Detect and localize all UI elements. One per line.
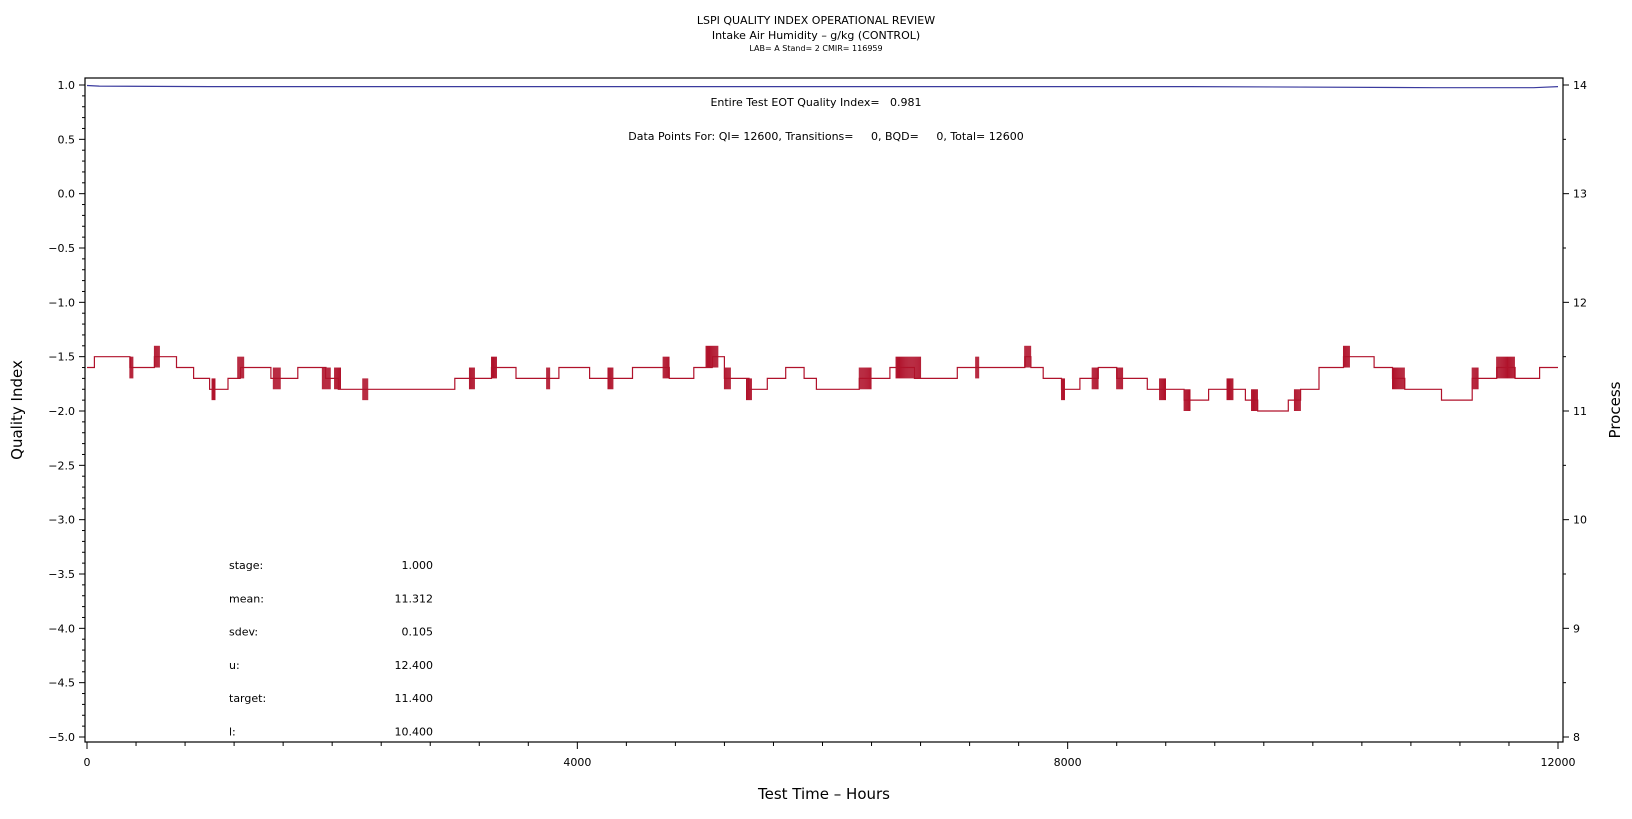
- right-axis: 8 9 10 11 12 13 14: [1563, 79, 1587, 744]
- stat-label: stage:: [229, 559, 263, 572]
- data-points-annotation: Data Points For: QI= 12600, Transitions=…: [628, 130, 1023, 143]
- y-right-tick-label: 8: [1573, 731, 1580, 744]
- chart-subsubtitle: LAB= A Stand= 2 CMIR= 116959: [749, 44, 882, 53]
- plot-area: [84, 77, 1564, 743]
- stat-label: mean:: [229, 592, 264, 605]
- y-left-tick-label: −0.5: [48, 242, 75, 255]
- y-left-tick-label: −2.5: [48, 459, 75, 472]
- y-right-tick-label: 9: [1573, 622, 1580, 635]
- y-left-tick-label: −5.0: [48, 731, 75, 744]
- stat-label: u:: [229, 659, 240, 672]
- x-tick-label: 8000: [1054, 756, 1082, 769]
- y-left-tick-label: 0.5: [58, 133, 76, 146]
- y-right-tick-label: 10: [1573, 514, 1587, 527]
- y-right-tick-label: 13: [1573, 188, 1587, 201]
- chart-title: LSPI QUALITY INDEX OPERATIONAL REVIEW: [697, 14, 935, 27]
- y-right-tick-label: 12: [1573, 296, 1587, 309]
- y-left-tick-label: 1.0: [58, 79, 76, 92]
- stat-value: 0.105: [402, 626, 434, 639]
- stat-value: 11.312: [395, 592, 434, 605]
- x-tick-label: 12000: [1541, 756, 1576, 769]
- y-right-tick-label: 11: [1573, 405, 1587, 418]
- y-axis-right-label: Process: [1606, 381, 1624, 438]
- x-axis-label: Test Time – Hours: [757, 785, 890, 803]
- qi-series-line: [86, 84, 1559, 89]
- stat-label: target:: [229, 692, 266, 705]
- y-left-tick-label: −4.5: [48, 677, 75, 690]
- chart-subtitle: Intake Air Humidity – g/kg (CONTROL): [712, 29, 920, 42]
- stat-value: 1.000: [402, 559, 434, 572]
- y-left-tick-label: −3.5: [48, 568, 75, 581]
- stat-value: 12.400: [395, 659, 434, 672]
- y-left-tick-label: −4.0: [48, 622, 75, 635]
- y-left-tick-label: −2.0: [48, 405, 75, 418]
- process-series-line: [87, 356, 1558, 412]
- x-axis: 0 4000 8000 12000: [84, 742, 1576, 769]
- x-tick-label: 0: [84, 756, 91, 769]
- y-axis-left-label: Quality Index: [8, 360, 26, 460]
- left-axis: 1.0 0.5 0.0 −0.5 −1.0 −1.5 −2.0 −2.5 −3.0 −3.5 −4.…: [48, 79, 85, 744]
- y-left-tick-label: −1.5: [48, 351, 75, 364]
- stat-value: 10.400: [395, 726, 434, 739]
- stats-block: stage: 1.000 mean: 11.312 sdev: 0.105 u: 12.400…: [229, 559, 433, 739]
- y-right-tick-label: 14: [1573, 79, 1587, 92]
- y-left-tick-label: −3.0: [48, 514, 75, 527]
- y-left-tick-label: 0.0: [58, 188, 76, 201]
- y-left-tick-label: −1.0: [48, 296, 75, 309]
- series-layer: [86, 84, 1559, 412]
- stat-label: sdev:: [229, 626, 258, 639]
- eot-annotation: Entire Test EOT Quality Index= 0.981: [710, 96, 921, 109]
- stat-label: l:: [229, 726, 236, 739]
- x-tick-label: 4000: [563, 756, 591, 769]
- stat-value: 11.400: [395, 692, 434, 705]
